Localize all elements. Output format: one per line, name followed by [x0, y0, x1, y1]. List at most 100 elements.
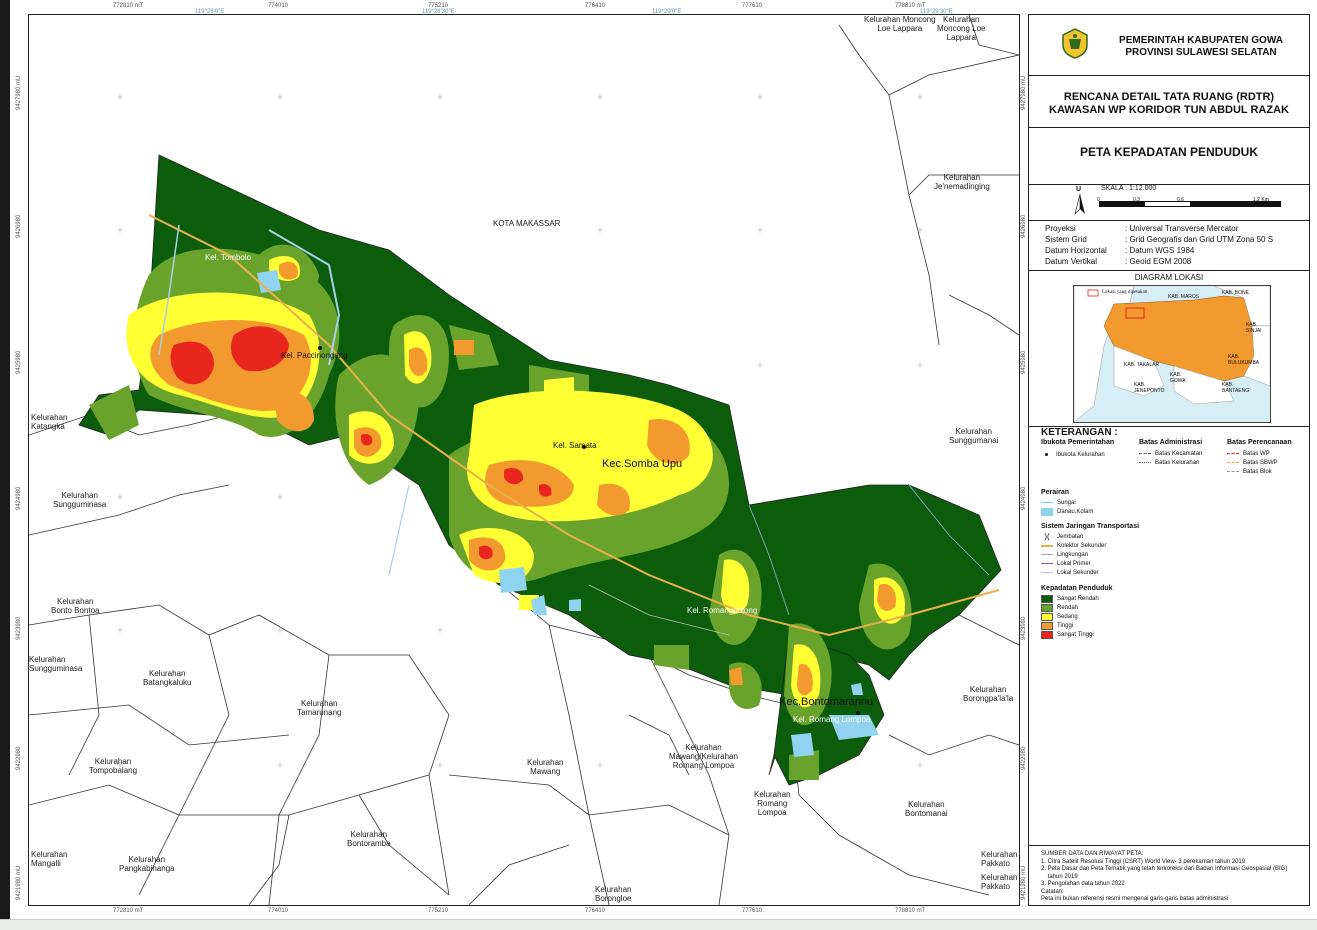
- diagram-label: KAB. SINJAI: [1246, 322, 1262, 334]
- label-kel-paccinongang: Kel. Paccinongang: [281, 351, 348, 360]
- label-kel-tombolo: Kel. Tombolo: [205, 253, 252, 262]
- admin-item: Batas Kelurahan: [1155, 459, 1200, 466]
- top-tick: 775210: [428, 3, 449, 9]
- right-tick: 9424980: [1021, 486, 1027, 510]
- label-tamarunang: Kelurahan Tamarunang: [297, 699, 342, 717]
- density-item: Rendah: [1057, 604, 1079, 611]
- density-sangat-tinggi: [170, 326, 552, 560]
- grid-crosses: [117, 94, 923, 768]
- bottom-tick: 774010: [268, 908, 289, 914]
- top-deg-tick: 119°28'30"E: [422, 9, 455, 15]
- left-tick: 9422980: [16, 746, 22, 770]
- perairan-head: Perairan: [1041, 489, 1070, 496]
- transport-item: Jembatan: [1057, 533, 1084, 540]
- scale-tick: 0,6: [1177, 197, 1184, 203]
- plan-line-1: RENCANA DETAIL TATA RUANG (RDTR): [1063, 91, 1275, 103]
- sungai-line-icon: [1041, 502, 1053, 503]
- header-map-title: PETA KEPADATAN PENDUDUK: [1029, 128, 1309, 185]
- roads: [148, 214, 1000, 637]
- scale-tick: 0: [1097, 197, 1100, 203]
- top-tick: 772810 mT: [113, 3, 144, 9]
- source-section: SUMBER DATA DAN RIWAYAT PETA: 1. Citra S…: [1041, 851, 1303, 904]
- label-borongloe: Kelurahan Borongloe: [595, 885, 632, 903]
- source-item: Peta ini bukan referensi resmi mengenai …: [1041, 896, 1229, 902]
- legend-panel: PEMERINTAH KABUPATEN GOWA PROVINSI SULAW…: [1028, 14, 1310, 906]
- lokal-primer-line-icon: [1041, 563, 1053, 564]
- top-tick: 776410: [585, 3, 606, 9]
- label-bontoramba: Kelurahan Bontoramba: [347, 830, 391, 848]
- jembatan-icon: )(: [1044, 532, 1050, 541]
- batas-kelurahan-line-icon: [1139, 462, 1151, 463]
- label-kel-romang-lompoa: Kel. Romang Lompoa: [793, 715, 871, 724]
- batas-blok-line-icon: [1227, 471, 1239, 472]
- scale-bar: [1099, 201, 1281, 207]
- density-item: Sedang: [1057, 613, 1078, 620]
- right-tick: 9422980: [1021, 746, 1027, 770]
- label-tompobalang: Kelurahan Tompobalang: [89, 757, 138, 775]
- bottom-tick: 776410: [585, 908, 606, 914]
- bottom-tick: 778810 mT: [895, 908, 926, 914]
- projection-value: : Datum WGS 1984: [1125, 246, 1195, 255]
- left-tick: 9425980: [16, 350, 22, 374]
- map-canvas[interactable]: KOTA MAKASSAR Kelurahan Moncong Loe Lapp…: [28, 14, 1020, 906]
- legend-section: KETERANGAN : Ibukota Pemerintahan Ibukot…: [1041, 427, 1305, 839]
- label-mawang-romang: Kelurahan Mawang/Kelurahan Romang Lompoa: [669, 743, 738, 770]
- admin-item: Batas Kecamatan: [1155, 450, 1203, 457]
- label-borongpalala: Kelurahan Borongpa'la'la: [963, 685, 1014, 703]
- projection-key: Datum Horizontal: [1045, 246, 1107, 255]
- perencanaan-item: Batas WP: [1243, 450, 1270, 457]
- diagram-label: KAB. GOWA: [1170, 372, 1186, 384]
- label-kota-makassar: KOTA MAKASSAR: [493, 219, 561, 228]
- density-swatch-icon: [1041, 594, 1053, 603]
- diagram-label: KAB. TAKALAR: [1124, 362, 1160, 368]
- label-mawang: Kelurahan Mawang: [527, 758, 564, 776]
- left-tick: 9426980: [16, 214, 22, 238]
- label-katangka: Kelurahan Katangka: [31, 413, 68, 431]
- kelurahan-boundaries: [29, 15, 1019, 905]
- top-tick: 774010: [268, 3, 289, 9]
- ibukota-head: Ibukota Pemerintahan: [1041, 439, 1115, 446]
- bottom-tick: 772810 mT: [113, 908, 144, 914]
- label-moncong-loe-2: Kelurahan Moncong Loe Lappara: [937, 15, 986, 42]
- north-label: U: [1076, 186, 1082, 193]
- perencanaan-item: Batas Blok: [1243, 468, 1272, 475]
- scale-label: SKALA : 1:12.000: [1101, 185, 1157, 192]
- perencanaan-item: Batas SBWP: [1243, 459, 1278, 466]
- left-tick: 9424980: [16, 486, 22, 510]
- lingkungan-line-icon: [1041, 554, 1053, 555]
- label-moncong-loe-1: Kelurahan Moncong Loe Lappara: [864, 15, 936, 33]
- diagram-label: KAB. BANTAENG: [1222, 382, 1250, 394]
- source-item: 1. Citra Satelit Resolusi Tinggi (CSRT) …: [1041, 858, 1246, 865]
- right-tick: 9427980 mU: [1021, 75, 1027, 110]
- plan-line-2: KAWASAN WP KORIDOR TUN ABDUL RAZAK: [1049, 104, 1289, 116]
- density-legend: Kepadatan Penduduk Sangat Rendah Rendah …: [1041, 585, 1201, 639]
- projection-section: Proyeksi: Universal Transverse Mercator …: [1029, 220, 1309, 271]
- diagram-title: DIAGRAM LOKASI: [1134, 273, 1204, 282]
- diagram-label: KAB. JENEPONTO: [1134, 382, 1165, 394]
- left-tick: 9421980 mU: [16, 865, 22, 900]
- ibukota-dot-icon: [1045, 453, 1048, 456]
- top-tick: 777610: [742, 3, 763, 9]
- scale-section: U SKALA : 1:12.000 0 0,3 0,6 1,2 Km: [1029, 185, 1309, 221]
- label-pakkato-2: Kelurahan Pakkato: [981, 873, 1018, 891]
- bottom-tick: 775210: [428, 908, 449, 914]
- location-diagram-section: DIAGRAM LOKASI Lokasi yang dipetakan KAB…: [1029, 271, 1309, 427]
- projection-value: : Geoid EGM 2008: [1125, 257, 1192, 266]
- density-item: Sangat Rendah: [1057, 595, 1099, 602]
- bottom-tick: 777610: [742, 908, 763, 914]
- source-head: SUMBER DATA DAN RIWAYAT PETA:: [1041, 851, 1144, 857]
- location-diagram: Lokasi yang dipetakan KAB. MAROS KAB. BO…: [1073, 285, 1271, 423]
- window-edge: [0, 0, 10, 929]
- left-tick: 9423980: [16, 616, 22, 640]
- diagram-label: KAB. MAROS: [1168, 294, 1200, 300]
- diagram-label: KAB. BULUKUMBA: [1228, 354, 1260, 366]
- gov-line-2: PROVINSI SULAWESI SELATAN: [1125, 47, 1277, 58]
- label-pangkabinanga: Kelurahan Pangkabinanga: [119, 855, 175, 873]
- map-svg: [29, 15, 1019, 905]
- density-swatch-icon: [1041, 621, 1053, 630]
- projection-value: : Grid Geografis dan Grid UTM Zona 50 S: [1125, 235, 1274, 244]
- kolektor-line-icon: [1041, 544, 1053, 547]
- transport-head: Sistem Jaringan Transportasi: [1041, 523, 1140, 530]
- label-pakkato: Kelurahan Pakkato: [981, 850, 1018, 868]
